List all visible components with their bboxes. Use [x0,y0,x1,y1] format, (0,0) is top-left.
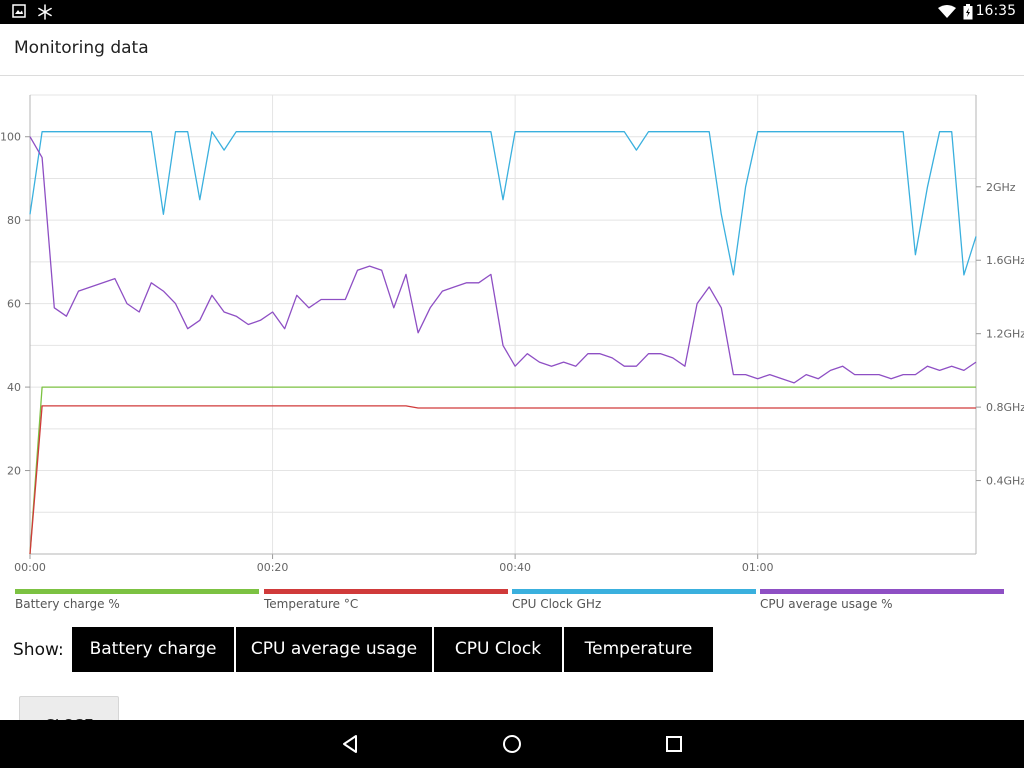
legend-label: Battery charge % [15,597,120,611]
legend-item-cpu-clock: CPU Clock GHz [512,589,756,611]
legend-item-cpu-usage: CPU average usage % [760,589,1004,611]
legend-color-bar [15,589,259,594]
back-icon[interactable] [338,732,362,756]
status-time: 16:35 [975,3,1016,19]
legend-color-bar [264,589,508,594]
recents-icon[interactable] [662,732,686,756]
y-tick-label: 80 [7,214,21,227]
legend-label: Temperature °C [264,597,359,611]
series-line-temperature-c [29,405,976,555]
battery-charge-button[interactable]: Battery charge [72,627,234,672]
navigation-bar [0,720,1024,768]
cpu-clock-button[interactable]: CPU Clock [434,627,562,672]
x-tick-label: 00:40 [499,561,531,574]
legend-color-bar [512,589,756,594]
x-tick-label: 00:00 [14,561,46,574]
cpu-average-usage-button[interactable]: CPU average usage [236,627,432,672]
legend-color-bar [760,589,1004,594]
y-tick-label: 20 [7,465,21,478]
dialog-title: Monitoring data [14,38,149,58]
image-icon [12,4,26,18]
show-label: Show: [13,640,64,660]
y-right-tick-label: 0.4GHz [986,475,1024,488]
y-right-tick-label: 2GHz [986,181,1016,194]
x-tick-label: 00:20 [257,561,289,574]
title-divider [0,75,1024,76]
battery-charging-icon [963,4,973,20]
x-tick-label: 01:00 [742,561,774,574]
legend-item-temperature: Temperature °C [264,589,508,611]
y-tick-label: 100 [0,131,21,144]
snowflake-icon [38,4,52,20]
legend-label: CPU Clock GHz [512,597,602,611]
y-right-tick-label: 0.8GHz [986,401,1024,414]
status-bar: 16:35 [0,0,1024,24]
home-icon[interactable] [500,732,524,756]
y-right-tick-label: 1.2GHz [986,328,1024,341]
legend-label: CPU average usage % [760,597,893,611]
temperature-button[interactable]: Temperature [564,627,713,672]
series-line-cpu-clock-ghz [29,131,977,276]
series-line-cpu-average-usage [29,136,977,384]
monitoring-chart: 00:00 00:20 00:40 01:00 20 40 60 80 100 0.4GHz 0.8… [0,94,1024,574]
y-tick-label: 60 [7,298,21,311]
y-right-tick-label: 1.6GHz [986,254,1024,267]
y-tick-label: 40 [7,381,21,394]
legend-item-battery: Battery charge % [15,589,259,611]
wifi-icon [938,5,956,18]
